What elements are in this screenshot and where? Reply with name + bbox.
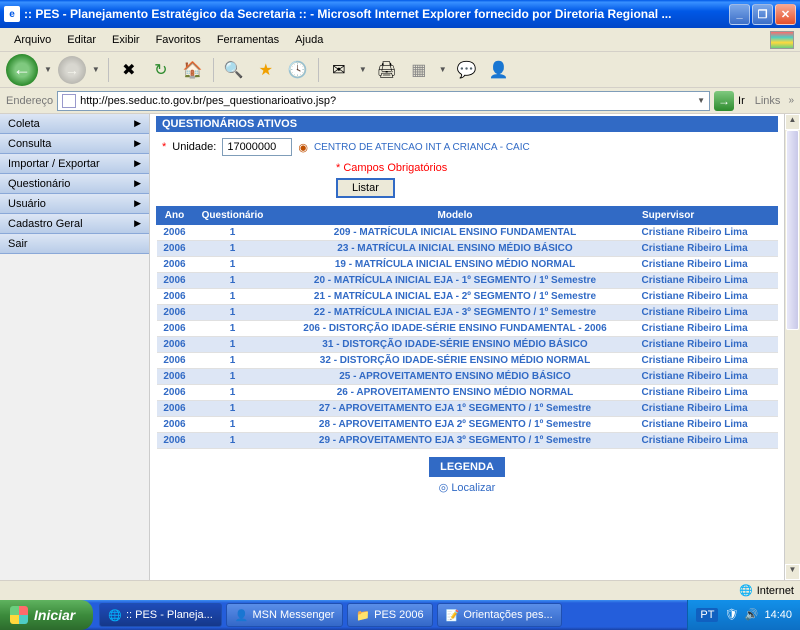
menu-ferramentas[interactable]: Ferramentas <box>209 31 287 49</box>
tray-icon[interactable]: 🔊 <box>744 608 758 622</box>
window-title: :: PES - Planejamento Estratégico da Sec… <box>24 7 729 21</box>
main-panel: QUESTIONÁRIOS ATIVOS * Unidade: ◉ CENTRO… <box>150 114 784 580</box>
search-button[interactable]: 🔍 <box>220 56 248 84</box>
start-button[interactable]: Iniciar <box>0 600 93 630</box>
refresh-button[interactable]: ↻ <box>147 56 175 84</box>
scrollbar[interactable]: ▲ ▼ <box>784 114 800 580</box>
close-button[interactable]: ✕ <box>775 4 796 25</box>
go-label: Ir <box>738 95 745 107</box>
table-row[interactable]: 2006119 - MATRÍCULA INICIAL ENSINO MÉDIO… <box>157 257 778 273</box>
table-row[interactable]: 2006131 - DISTORÇÃO IDADE-SÉRIE ENSINO M… <box>157 337 778 353</box>
column-header: Ano <box>157 207 193 225</box>
address-dropdown[interactable]: ▼ <box>697 96 705 105</box>
table-row[interactable]: 20061206 - DISTORÇÃO IDADE-SÉRIE ENSINO … <box>157 321 778 337</box>
back-dropdown[interactable]: ▼ <box>42 65 54 74</box>
table-row[interactable]: 2006123 - MATRÍCULA INICIAL ENSINO MÉDIO… <box>157 241 778 257</box>
statusbar: 🌐 Internet <box>0 580 800 600</box>
panel-title: QUESTIONÁRIOS ATIVOS <box>156 116 778 132</box>
menu-exibir[interactable]: Exibir <box>104 31 148 49</box>
zone-label: Internet <box>757 585 794 597</box>
table-row[interactable]: 2006120 - MATRÍCULA INICIAL EJA - 1º SEG… <box>157 273 778 289</box>
globe-icon: 🌐 <box>739 584 753 597</box>
sidebar-item[interactable]: Sair <box>0 234 149 254</box>
mail-button[interactable]: ✉ <box>325 56 353 84</box>
taskbar: Iniciar 🌐:: PES - Planeja...👤MSN Messeng… <box>0 600 800 630</box>
links-label[interactable]: Links <box>755 95 781 107</box>
required-note: * Campos Obrigatórios <box>156 162 778 174</box>
localizar-link[interactable]: ◎ Localizar <box>156 477 778 494</box>
edit-button[interactable]: ▦ <box>405 56 433 84</box>
menu-arquivo[interactable]: Arquivo <box>6 31 59 49</box>
toolbar: ← ▼ → ▼ ✖ ↻ 🏠 🔍 ★ 🕓 ✉ ▼ 🖨 ▦ ▼ 💬 👤 <box>0 52 800 88</box>
unit-row: * Unidade: ◉ CENTRO DE ATENCAO INT A CRI… <box>156 132 778 162</box>
mail-dropdown[interactable]: ▼ <box>357 65 369 74</box>
windows-flag-icon <box>770 31 794 49</box>
back-button[interactable]: ← <box>6 54 38 86</box>
unit-name: CENTRO DE ATENCAO INT A CRIANCA - CAIC <box>314 142 530 153</box>
forward-dropdown[interactable]: ▼ <box>90 65 102 74</box>
lookup-icon[interactable]: ◉ <box>298 141 308 154</box>
stop-button[interactable]: ✖ <box>115 56 143 84</box>
maximize-button[interactable]: ❐ <box>752 4 773 25</box>
menu-editar[interactable]: Editar <box>59 31 104 49</box>
column-header: Modelo <box>273 207 638 225</box>
page-icon <box>62 94 76 108</box>
go-button[interactable]: → <box>714 91 734 111</box>
table-row[interactable]: 2006132 - DISTORÇÃO IDADE-SÉRIE ENSINO M… <box>157 353 778 369</box>
table-row[interactable]: 2006125 - APROVEITAMENTO ENSINO MÉDIO BÁ… <box>157 369 778 385</box>
unit-label: Unidade: <box>172 141 216 153</box>
table-row[interactable]: 20061209 - MATRÍCULA INICIAL ENSINO FUND… <box>157 225 778 241</box>
menubar: Arquivo Editar Exibir Favoritos Ferramen… <box>0 28 800 52</box>
menu-favoritos[interactable]: Favoritos <box>148 31 209 49</box>
column-header: Questionário <box>193 207 273 225</box>
questionnaire-table: AnoQuestionárioModeloSupervisor 20061209… <box>156 206 778 449</box>
taskbar-item[interactable]: 👤MSN Messenger <box>226 603 344 627</box>
minimize-button[interactable]: _ <box>729 4 750 25</box>
menu-ajuda[interactable]: Ajuda <box>287 31 331 49</box>
edit-dropdown[interactable]: ▼ <box>437 65 449 74</box>
discuss-button[interactable]: 💬 <box>453 56 481 84</box>
clock[interactable]: 14:40 <box>764 609 792 621</box>
table-row[interactable]: 2006127 - APROVEITAMENTO EJA 1º SEGMENTO… <box>157 401 778 417</box>
window-titlebar: e :: PES - Planejamento Estratégico da S… <box>0 0 800 28</box>
unit-input[interactable] <box>222 138 292 156</box>
forward-button[interactable]: → <box>58 56 86 84</box>
messenger-button[interactable]: 👤 <box>485 56 513 84</box>
address-url: http://pes.seduc.to.gov.br/pes_questiona… <box>80 95 693 107</box>
table-row[interactable]: 2006129 - APROVEITAMENTO EJA 3º SEGMENTO… <box>157 433 778 449</box>
sidebar: Coleta▶Consulta▶Importar / Exportar▶Ques… <box>0 114 150 580</box>
start-logo-icon <box>10 606 28 624</box>
table-row[interactable]: 2006128 - APROVEITAMENTO EJA 2º SEGMENTO… <box>157 417 778 433</box>
history-button[interactable]: 🕓 <box>284 56 312 84</box>
sidebar-item[interactable]: Usuário▶ <box>0 194 149 214</box>
sidebar-item[interactable]: Consulta▶ <box>0 134 149 154</box>
addressbar: Endereço http://pes.seduc.to.gov.br/pes_… <box>0 88 800 114</box>
app-icon: e <box>4 6 20 22</box>
sidebar-item[interactable]: Coleta▶ <box>0 114 149 134</box>
listar-button[interactable]: Listar <box>336 178 395 198</box>
legend-button[interactable]: LEGENDA <box>429 457 505 477</box>
taskbar-item[interactable]: 📁PES 2006 <box>347 603 432 627</box>
window-controls: _ ❐ ✕ <box>729 4 796 25</box>
address-label: Endereço <box>6 95 53 107</box>
system-tray: PT 🛡 🔊 14:40 <box>687 600 800 630</box>
print-button[interactable]: 🖨 <box>373 56 401 84</box>
taskbar-item[interactable]: 🌐:: PES - Planeja... <box>99 603 222 627</box>
table-row[interactable]: 2006122 - MATRÍCULA INICIAL EJA - 3º SEG… <box>157 305 778 321</box>
sidebar-item[interactable]: Importar / Exportar▶ <box>0 154 149 174</box>
table-row[interactable]: 2006121 - MATRÍCULA INICIAL EJA - 2º SEG… <box>157 289 778 305</box>
address-input[interactable]: http://pes.seduc.to.gov.br/pes_questiona… <box>57 91 710 111</box>
tray-icon[interactable]: 🛡 <box>724 608 738 622</box>
column-header: Supervisor <box>638 207 778 225</box>
sidebar-item[interactable]: Questionário▶ <box>0 174 149 194</box>
lang-indicator[interactable]: PT <box>696 608 718 622</box>
content-area: Coleta▶Consulta▶Importar / Exportar▶Ques… <box>0 114 800 580</box>
table-row[interactable]: 2006126 - APROVEITAMENTO ENSINO MÉDIO NO… <box>157 385 778 401</box>
taskbar-item[interactable]: 📝Orientações pes... <box>437 603 562 627</box>
home-button[interactable]: 🏠 <box>179 56 207 84</box>
sidebar-item[interactable]: Cadastro Geral▶ <box>0 214 149 234</box>
favorites-button[interactable]: ★ <box>252 56 280 84</box>
